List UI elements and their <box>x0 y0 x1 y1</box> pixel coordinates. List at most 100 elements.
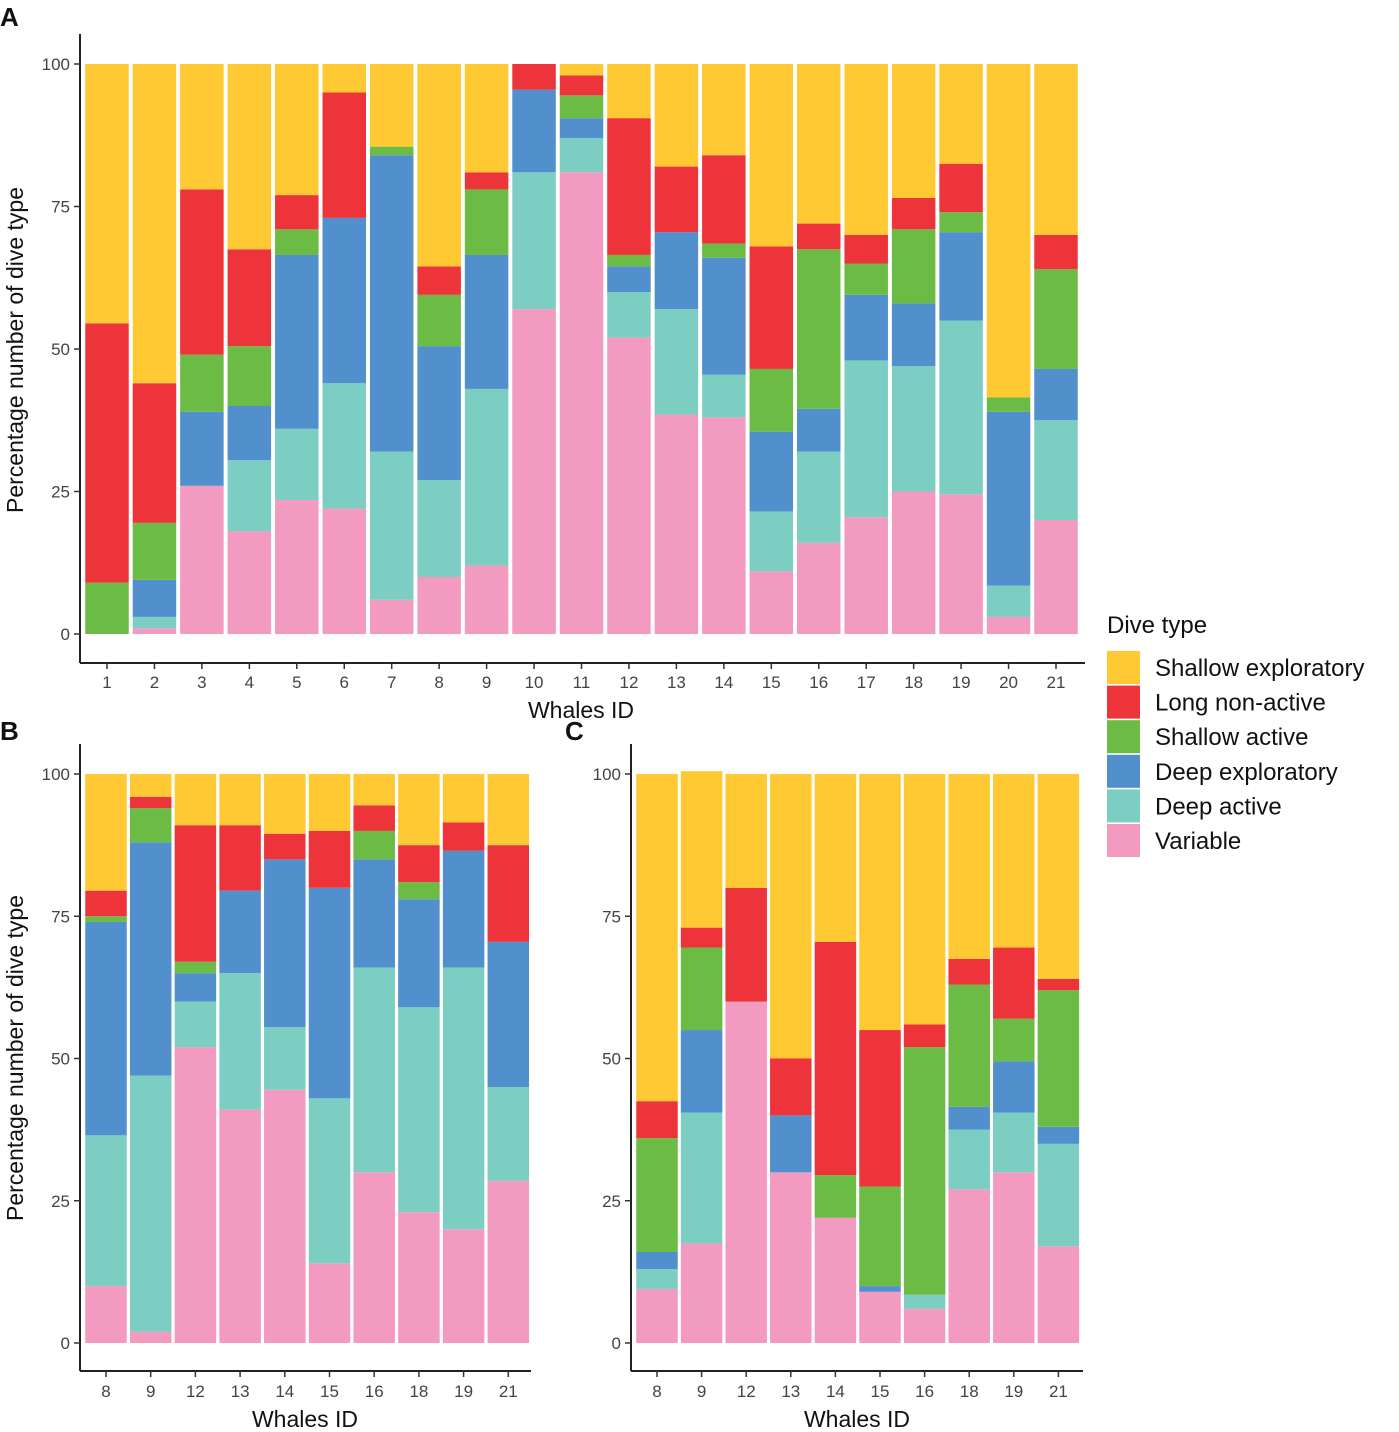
bar-a-whale-6-shallow-exploratory <box>322 64 366 93</box>
bar-c-whale-9-deep-exploratory <box>680 1030 723 1113</box>
bar-a-whale-16-deep-active <box>797 451 841 543</box>
legend-swatch-deep-exploratory <box>1107 754 1140 788</box>
panel-a-x-tick-label-1: 1 <box>102 673 111 692</box>
bar-a-whale-14-variable <box>702 417 746 634</box>
bar-a-whale-20-deep-active <box>986 585 1031 617</box>
panel-b-x-axis-title: Whales ID <box>252 1406 358 1432</box>
bar-b-whale-15-deep-exploratory <box>308 887 351 1099</box>
panel-a-x-tick-label-19: 19 <box>952 673 971 692</box>
bar-a-whale-2-variable <box>132 628 177 634</box>
bar-b-whale-18-long-non-active <box>398 845 440 883</box>
bar-c-whale-19-deep-active <box>993 1112 1035 1173</box>
bar-c-whale-12-shallow-exploratory <box>725 774 767 888</box>
bar-c-whale-18-variable <box>948 1189 990 1343</box>
bar-b-whale-13-shallow-exploratory <box>219 774 261 826</box>
bar-c-whale-21-variable <box>1037 1246 1080 1343</box>
panel-c-x-tick-label-8: 8 <box>652 1382 661 1401</box>
bar-a-whale-3-shallow-exploratory <box>180 64 224 190</box>
panel-a-x-tick-label-4: 4 <box>245 673 254 692</box>
panel-label-a: A <box>0 2 19 32</box>
bar-b-whale-19-deep-exploratory <box>442 850 485 968</box>
panel-c-x-tick-label-13: 13 <box>781 1382 800 1401</box>
panel-a-y-tick-label-75: 75 <box>51 198 70 217</box>
bar-c-whale-15-shallow-exploratory <box>859 774 901 1031</box>
panel-a-x-axis-title: Whales ID <box>528 697 634 723</box>
panel-a-x-tick-label-15: 15 <box>762 673 781 692</box>
panel-b-x-tick-label-13: 13 <box>231 1382 250 1401</box>
bar-a-whale-4-deep-active <box>227 460 272 532</box>
bar-b-whale-19-long-non-active <box>442 822 485 851</box>
bar-b-whale-14-shallow-exploratory <box>264 774 306 834</box>
bar-a-whale-14-deep-exploratory <box>702 257 746 375</box>
bar-a-whale-21-deep-exploratory <box>1034 368 1078 421</box>
bar-b-whale-15-variable <box>308 1263 351 1343</box>
bar-a-whale-12-deep-exploratory <box>607 266 651 292</box>
bar-a-whale-8-variable <box>417 577 461 634</box>
panel-a-y-tick-label-50: 50 <box>51 340 70 359</box>
legend-swatch-deep-active <box>1107 789 1140 823</box>
bar-a-whale-7-shallow-active <box>369 146 414 156</box>
bar-b-whale-18-shallow-exploratory <box>398 774 440 846</box>
bar-a-whale-4-variable <box>227 531 272 634</box>
panel-b-x-tick-label-12: 12 <box>186 1382 205 1401</box>
bar-b-whale-16-deep-exploratory <box>353 859 395 968</box>
panel-c-x-tick-label-16: 16 <box>915 1382 934 1401</box>
bar-c-whale-8-shallow-active <box>636 1138 678 1252</box>
bar-a-whale-15-deep-exploratory <box>749 431 794 512</box>
panel-a-y-tick-label-100: 100 <box>42 55 70 74</box>
panel-a-x-tick-label-16: 16 <box>809 673 828 692</box>
bar-c-whale-19-shallow-active <box>993 1018 1035 1062</box>
panel-c-axes: 0 25 50 75 100 8 9 12 13 14 15 16 18 19 21 <box>593 744 1083 1401</box>
bar-a-whale-2-deep-exploratory <box>132 579 177 617</box>
bar-a-whale-10-deep-active <box>512 172 556 310</box>
bar-a-whale-5-variable <box>275 500 319 634</box>
bar-a-whale-8-deep-exploratory <box>417 346 461 481</box>
bar-a-whale-11-shallow-active <box>559 95 604 119</box>
bar-a-whale-13-long-non-active <box>654 166 699 233</box>
panel-b-y-tick-label-100: 100 <box>42 765 70 784</box>
panel-c-bars <box>636 771 1080 1343</box>
bar-c-whale-13-deep-exploratory <box>770 1115 812 1173</box>
bar-b-whale-14-deep-active <box>264 1027 306 1090</box>
bar-a-whale-16-variable <box>797 542 841 634</box>
bar-b-whale-21-long-non-active <box>487 845 530 942</box>
bar-c-whale-16-long-non-active <box>903 1024 946 1048</box>
bar-a-whale-13-deep-active <box>654 309 699 415</box>
panel-b-y-axis-title: Percentage number of dive type <box>2 895 28 1221</box>
panel-b-x-tick-label-21: 21 <box>499 1382 518 1401</box>
panel-b-x-tick-label-15: 15 <box>320 1382 339 1401</box>
bar-c-whale-16-deep-active <box>903 1294 946 1309</box>
bar-a-whale-2-deep-active <box>132 616 177 629</box>
panel-a-x-tick-label-17: 17 <box>857 673 876 692</box>
panel-c-x-tick-label-21: 21 <box>1049 1382 1068 1401</box>
bar-a-whale-18-deep-active <box>891 366 936 492</box>
bar-a-whale-7-variable <box>369 599 414 634</box>
bar-c-whale-18-shallow-exploratory <box>948 774 990 959</box>
bar-a-whale-18-variable <box>891 491 936 634</box>
bar-c-whale-13-variable <box>770 1172 812 1343</box>
bar-a-whale-12-shallow-exploratory <box>607 64 651 119</box>
bar-b-whale-21-deep-active <box>487 1086 530 1181</box>
bar-b-whale-21-variable <box>487 1180 530 1343</box>
panel-a-x-tick-label-10: 10 <box>525 673 544 692</box>
bar-a-whale-11-long-non-active <box>559 75 604 96</box>
bar-a-whale-9-deep-exploratory <box>464 254 509 389</box>
panel-a-x-tick-label-18: 18 <box>904 673 923 692</box>
bar-b-whale-14-variable <box>264 1089 306 1343</box>
bar-a-whale-4-deep-exploratory <box>227 406 272 461</box>
bar-c-whale-8-deep-exploratory <box>636 1251 678 1270</box>
bar-b-whale-13-long-non-active <box>219 825 261 891</box>
bar-b-whale-12-deep-active <box>174 1001 217 1048</box>
bar-c-whale-18-long-non-active <box>948 958 990 985</box>
bar-c-whale-15-deep-exploratory <box>859 1286 901 1292</box>
panel-a-x-tick-label-11: 11 <box>573 673 591 692</box>
bar-a-whale-4-shallow-active <box>227 346 272 406</box>
bar-a-whale-15-shallow-active <box>749 368 794 432</box>
bar-b-whale-16-shallow-exploratory <box>353 774 395 806</box>
legend: Dive type Shallow exploratory Long non-ac… <box>1107 612 1364 857</box>
bar-a-whale-17-shallow-exploratory <box>844 64 888 235</box>
panel-a-x-tick-label-5: 5 <box>292 673 301 692</box>
bar-b-whale-19-variable <box>442 1229 485 1343</box>
bar-a-whale-8-deep-active <box>417 480 461 577</box>
